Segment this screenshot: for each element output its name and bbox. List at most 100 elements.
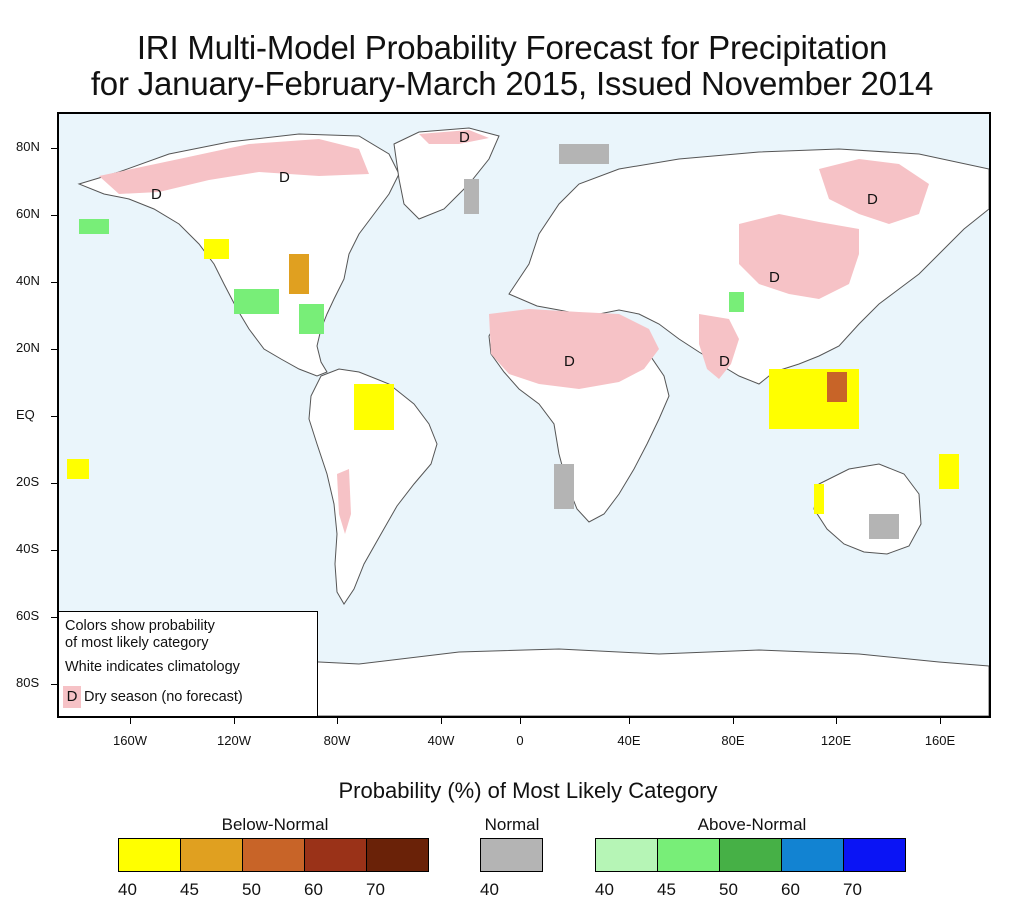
inset-legend-line-2: of most likely category — [65, 635, 209, 651]
below-normal-great-lakes — [289, 254, 309, 294]
below-normal-tick-60: 60 — [304, 880, 323, 899]
dry-region-west-south-america — [337, 469, 351, 534]
lon-label-40e: 40E — [617, 733, 641, 748]
lon-label-160w: 160W — [113, 733, 147, 748]
lat-tick — [51, 349, 57, 350]
above-normal-tick-40: 40 — [595, 880, 614, 899]
above-normal-tick-60: 60 — [781, 880, 800, 899]
normal-regions — [464, 144, 899, 539]
below-normal-regions — [67, 239, 959, 514]
below-normal-borneo — [827, 372, 847, 402]
below-normal-swatch-45 — [181, 838, 243, 872]
below-normal-colorbar — [118, 838, 429, 872]
above-normal-regions — [79, 219, 744, 334]
dry-region-siberia — [819, 159, 929, 224]
above-normal-tick-70: 70 — [843, 880, 862, 899]
lat-tick — [51, 684, 57, 685]
inset-legend-line-3: White indicates climatology — [65, 659, 240, 675]
dry-region-india — [699, 314, 739, 379]
australia-landmass — [813, 463, 922, 555]
lat-tick — [51, 617, 57, 618]
dry-marker-india: D — [719, 353, 730, 370]
dry-marker-siberia: D — [867, 191, 878, 208]
lat-label-40s: 40S — [16, 541, 40, 556]
above-normal-colorbar — [595, 838, 906, 872]
lon-tick — [733, 718, 734, 724]
above-normal-alaska — [79, 219, 109, 234]
above-normal-swatch-50 — [720, 838, 782, 872]
lat-label-60n: 60N — [16, 206, 40, 221]
category-label-above-normal: Above-Normal — [697, 815, 807, 834]
lat-label-80n: 80N — [16, 139, 40, 154]
lat-label-80s: 80S — [16, 675, 40, 690]
dry-region-north-america — [99, 139, 369, 194]
dry-region-sahara — [489, 309, 659, 389]
dry-season-regions — [99, 130, 929, 534]
lon-tick — [836, 718, 837, 724]
category-label-below-normal: Below-Normal — [221, 815, 329, 834]
below-normal-swatch-70 — [367, 838, 429, 872]
lat-tick — [51, 148, 57, 149]
lat-tick — [51, 282, 57, 283]
lon-tick — [520, 718, 521, 724]
lon-label-160e: 160E — [924, 733, 956, 748]
below-normal-amazon — [354, 384, 394, 430]
dry-season-swatch: D — [63, 686, 81, 708]
above-normal-southwest-us — [234, 289, 279, 314]
lon-label-80w: 80W — [323, 733, 351, 748]
lat-label-20n: 20N — [16, 340, 40, 355]
lon-tick — [234, 718, 235, 724]
above-normal-swatch-45 — [658, 838, 720, 872]
lon-tick — [130, 718, 131, 724]
lon-tick — [337, 718, 338, 724]
normal-colorbar — [480, 838, 543, 872]
below-normal-western-australia — [814, 484, 824, 514]
normal-south-australia — [869, 514, 899, 539]
below-normal-pacific-northwest — [204, 239, 229, 259]
dry-marker-sahel: D — [564, 353, 575, 370]
below-normal-swatch-40 — [118, 838, 181, 872]
normal-tick-40: 40 — [480, 880, 499, 899]
chart-title-line-1: IRI Multi-Model Probability Forecast for… — [136, 29, 888, 66]
lat-label-20s: 20S — [16, 474, 40, 489]
below-normal-tick-70: 70 — [366, 880, 385, 899]
south-america-landmass — [308, 368, 438, 605]
below-normal-swatch-50 — [243, 838, 305, 872]
lat-tick — [51, 550, 57, 551]
category-label-normal: Normal — [484, 815, 540, 834]
inset-legend: Colors show probability of most likely c… — [59, 611, 318, 716]
below-normal-swatch-60 — [305, 838, 367, 872]
above-normal-gulf-coast — [299, 304, 324, 334]
lat-label-60s: 60S — [16, 608, 40, 623]
world-map-canvas: D D D D D D D — [59, 127, 989, 716]
dry-region-greenland — [419, 130, 489, 144]
lon-tick — [441, 718, 442, 724]
dry-marker-china: D — [769, 269, 780, 286]
lat-tick — [51, 215, 57, 216]
below-normal-tick-45: 45 — [180, 880, 199, 899]
normal-north-atlantic — [464, 179, 479, 214]
lat-label-eq: EQ — [16, 407, 35, 422]
colorbar-title: Probability (%) of Most Likely Category — [338, 778, 718, 803]
inset-legend-line-1: Colors show probability — [65, 618, 215, 634]
above-normal-swatch-40 — [595, 838, 658, 872]
below-normal-tick-40: 40 — [118, 880, 137, 899]
above-normal-swatch-70 — [844, 838, 906, 872]
lon-label-80e: 80E — [721, 733, 745, 748]
above-normal-tick-45: 45 — [657, 880, 676, 899]
dry-region-east-asia — [739, 214, 859, 299]
lon-label-40w: 40W — [427, 733, 455, 748]
inset-legend-dry-text: Dry season (no forecast) — [84, 689, 243, 705]
chart-title-line-2: for January-February-March 2015, Issued … — [90, 65, 934, 102]
lon-label-0: 0 — [516, 733, 524, 748]
normal-arctic — [559, 144, 609, 164]
below-normal-tick-50: 50 — [242, 880, 261, 899]
normal-swatch-40 — [480, 838, 543, 872]
above-normal-central-asia — [729, 292, 744, 312]
normal-southern-africa — [554, 464, 574, 509]
below-normal-southwest-pacific — [939, 454, 959, 489]
lon-label-120e: 120E — [820, 733, 852, 748]
lon-tick — [940, 718, 941, 724]
dry-marker-alaska: D — [151, 186, 162, 203]
lon-label-120w: 120W — [217, 733, 251, 748]
